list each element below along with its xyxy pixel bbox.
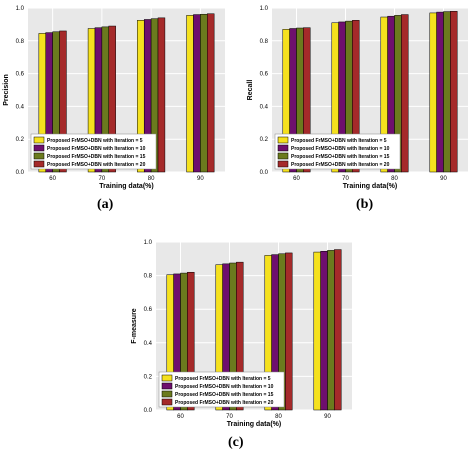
y-tick-label: 0.2: [260, 137, 269, 143]
f-measure-chart: 0.0 0.2 0.4 0.6 0.8 1.0 60 70 80 90 Training data(…: [131, 240, 352, 428]
legend-swatch: [33, 144, 45, 152]
y-tick-label: 0.0: [260, 170, 269, 176]
bar: [313, 251, 321, 411]
bar: [303, 27, 311, 173]
bar: [193, 14, 201, 173]
bar: [200, 13, 208, 173]
x-tick-label: 90: [197, 176, 204, 182]
legend: Proposed FrMSO+DBN with Iteration = 5 Pro…: [158, 371, 285, 408]
legend-box: [274, 133, 401, 170]
bar: [108, 25, 116, 173]
precision-chart: 0.0 0.2 0.4 0.6 0.8 1.0 60 70 80 90 Training data(…: [3, 6, 225, 190]
x-tick-label: 70: [342, 176, 349, 182]
y-tick-label: 0.8: [260, 39, 269, 45]
legend-label: Proposed FrMSO+DBN with Iteration = 20: [175, 400, 274, 406]
legend-swatch: [161, 374, 173, 382]
x-tick-label: 60: [177, 414, 184, 420]
x-tick-label: 80: [148, 176, 155, 182]
x-tick-label: 70: [99, 176, 106, 182]
recall-chart: 0.0 0.2 0.4 0.6 0.8 1.0 60 70 80 90 Training data(…: [247, 6, 468, 190]
y-tick-label: 0.6: [144, 307, 153, 313]
bar: [186, 15, 194, 173]
legend-swatch: [161, 382, 173, 390]
legend-swatch: [277, 160, 289, 168]
y-tick-label: 0.4: [260, 104, 269, 110]
legend-swatch: [161, 390, 173, 398]
legend-swatch: [277, 152, 289, 160]
y-tick-label: 0.8: [144, 274, 153, 280]
bar: [59, 30, 67, 173]
y-tick-label: 0.6: [16, 72, 25, 78]
bar: [236, 261, 244, 411]
x-tick-label: 70: [226, 414, 233, 420]
bar: [187, 271, 195, 411]
legend-label: Proposed FrMSO+DBN with Iteration = 15: [175, 392, 274, 398]
legend-label: Proposed FrMSO+DBN with Iteration = 5: [291, 138, 387, 144]
x-axis-label: Training data(%): [227, 421, 281, 428]
bar: [285, 252, 293, 411]
x-tick-label: 80: [391, 176, 398, 182]
y-axis-label: F-measure: [131, 308, 138, 344]
legend-label: Proposed FrMSO+DBN with Iteration = 5: [175, 376, 271, 382]
y-tick-label: 1.0: [260, 6, 269, 12]
bar: [436, 11, 444, 173]
bar: [334, 249, 342, 411]
legend-label: Proposed FrMSO+DBN with Iteration = 10: [291, 146, 390, 152]
y-tick-label: 0.6: [260, 72, 269, 78]
y-tick-label: 1.0: [16, 6, 25, 12]
legend-swatch: [277, 144, 289, 152]
legend-box: [158, 371, 285, 408]
legend-label: Proposed FrMSO+DBN with Iteration = 15: [47, 154, 146, 160]
y-axis-label: Recall: [247, 80, 254, 101]
y-tick-label: 0.4: [144, 341, 153, 347]
y-tick-label: 0.0: [16, 170, 25, 176]
y-tick-label: 0.0: [144, 408, 153, 414]
x-tick-label: 90: [440, 176, 447, 182]
bar: [327, 250, 335, 411]
legend-box: [30, 133, 157, 170]
bar: [157, 17, 166, 173]
x-axis-label: Training data(%): [99, 183, 153, 190]
legend-label: Proposed FrMSO+DBN with Iteration = 10: [47, 146, 146, 152]
legend-swatch: [161, 398, 173, 406]
legend-label: Proposed FrMSO+DBN with Iteration = 10: [175, 384, 274, 390]
bar: [450, 11, 458, 173]
legend-label: Proposed FrMSO+DBN with Iteration = 20: [291, 162, 390, 168]
y-tick-label: 0.2: [16, 137, 25, 143]
caption-a: (a): [97, 197, 114, 212]
legend: Proposed FrMSO+DBN with Iteration = 5 Pro…: [30, 133, 157, 170]
legend-swatch: [33, 152, 45, 160]
caption-b: (b): [356, 197, 374, 212]
x-tick-label: 60: [49, 176, 56, 182]
bar: [207, 13, 215, 173]
legend-swatch: [277, 136, 289, 144]
bar: [320, 250, 328, 411]
caption-c: (c): [228, 435, 244, 450]
y-tick-label: 0.4: [16, 104, 25, 110]
bar: [352, 20, 360, 173]
legend: Proposed FrMSO+DBN with Iteration = 5 Pro…: [274, 133, 401, 170]
x-tick-label: 90: [324, 414, 331, 420]
legend-swatch: [33, 160, 45, 168]
x-tick-label: 80: [275, 414, 282, 420]
y-axis-label: Precision: [3, 74, 10, 106]
legend-label: Proposed FrMSO+DBN with Iteration = 15: [291, 154, 390, 160]
bar: [443, 11, 451, 173]
legend-label: Proposed FrMSO+DBN with Iteration = 20: [47, 162, 146, 168]
bar: [401, 14, 409, 173]
bar: [429, 12, 437, 173]
y-tick-label: 0.8: [16, 39, 25, 45]
y-tick-label: 1.0: [144, 240, 153, 246]
x-axis-label: Training data(%): [343, 183, 397, 190]
legend-swatch: [33, 136, 45, 144]
legend-label: Proposed FrMSO+DBN with Iteration = 5: [47, 138, 143, 144]
x-tick-label: 60: [293, 176, 300, 182]
y-tick-label: 0.2: [144, 374, 153, 380]
